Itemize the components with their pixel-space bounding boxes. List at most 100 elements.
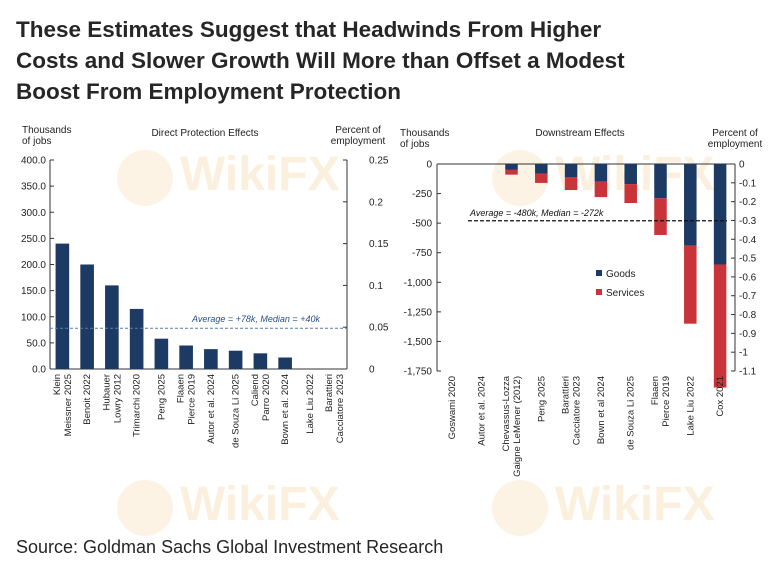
left-tick-label: -250 xyxy=(412,189,432,200)
right-tick-label: -0.4 xyxy=(739,235,757,246)
right-tick-label: -0.2 xyxy=(739,197,757,208)
left-axis-label: of jobs xyxy=(22,136,51,147)
left-tick-label: -1,500 xyxy=(404,337,433,348)
category-label: Lake Liu 2022 xyxy=(305,374,316,434)
right-tick-label: -0.3 xyxy=(739,216,757,227)
right-tick-label: -0.5 xyxy=(739,254,757,265)
watermark-wikifx: WikiFX xyxy=(180,148,340,201)
category-label: Klein xyxy=(52,374,63,395)
right-tick-label: 0.25 xyxy=(369,156,389,167)
right-axis-label: Percent of xyxy=(335,125,381,136)
category-label: Pierce 2019 xyxy=(661,376,672,427)
category-label: Bown et al 2024 xyxy=(596,376,607,444)
bar-goods xyxy=(594,164,608,182)
bar xyxy=(204,349,218,369)
category-label: de Souza Li 2025 xyxy=(626,376,637,450)
category-label: Flaaen xyxy=(650,376,661,405)
left-tick-label: 100.0 xyxy=(21,312,46,323)
title-line-2: Costs and Slower Growth Will More than O… xyxy=(16,48,625,73)
right-tick-label: 0 xyxy=(369,365,375,376)
right-axis-label: Percent of xyxy=(712,128,758,139)
category-label: Trimarchi 2020 xyxy=(132,374,143,437)
category-label: Peng 2025 xyxy=(536,376,547,422)
left-tick-label: -1,000 xyxy=(404,278,433,289)
right-tick-label: 0.15 xyxy=(369,239,389,250)
bar-services xyxy=(684,245,697,324)
bar-services xyxy=(713,264,727,388)
right-chart-title: Downstream Effects xyxy=(535,128,624,139)
category-label: Hubauer xyxy=(101,374,112,410)
chart-figure-title: These Estimates Suggest that Headwinds F… xyxy=(16,14,766,107)
watermark-logo-circle xyxy=(117,150,173,206)
right-tick-label: -1.1 xyxy=(739,367,757,378)
right-tick-label: -0.9 xyxy=(739,329,757,340)
average-label: Average = +78k, Median = +40k xyxy=(191,314,320,324)
left-tick-label: 400.0 xyxy=(21,156,46,167)
left-tick-label: 300.0 xyxy=(21,208,46,219)
bar-services xyxy=(564,177,578,191)
legend-swatch-goods xyxy=(596,270,602,276)
category-label: Bown et al. 2024 xyxy=(280,374,291,445)
left-tick-label: -1,250 xyxy=(404,307,433,318)
left-axis-label: Thousands xyxy=(400,128,449,139)
bar xyxy=(55,243,70,369)
category-label: Goswami 2020 xyxy=(447,376,458,439)
category-label: Cox 2021 xyxy=(715,376,726,417)
left-chart-direct-protection: 400.0 350.0 300.0 250.0 200.0 150.0 100.0 50.0 0… xyxy=(21,125,389,448)
right-axis-label: employment xyxy=(708,139,763,150)
category-label: de Souza Li 2025 xyxy=(231,374,242,448)
watermark-logo-circle xyxy=(492,480,548,536)
right-tick-label: 0.1 xyxy=(369,281,383,292)
legend-label-services: Services xyxy=(606,288,644,299)
category-label: Lowry 2012 xyxy=(112,374,123,423)
left-tick-label: 150.0 xyxy=(21,286,46,297)
bar-services xyxy=(535,173,548,183)
average-label: Average = -480k, Median = -272k xyxy=(469,208,604,218)
bar xyxy=(253,353,268,369)
left-tick-label: 200.0 xyxy=(21,260,46,271)
right-tick-label: -0.6 xyxy=(739,272,757,283)
category-label: Meissner 2025 xyxy=(63,374,74,436)
bar xyxy=(278,357,292,369)
left-tick-label: -1,750 xyxy=(404,367,433,378)
category-label: Barattieri xyxy=(561,376,572,414)
left-tick-label: 250.0 xyxy=(21,234,46,245)
left-tick-label: -500 xyxy=(412,219,432,230)
bar xyxy=(105,285,119,369)
bar xyxy=(129,308,144,369)
right-tick-label: -0.1 xyxy=(739,178,757,189)
category-label: Cacciatore 2023 xyxy=(335,374,346,443)
category-label: Peng 2025 xyxy=(156,374,167,420)
bar xyxy=(228,350,243,369)
watermark-logo-circle xyxy=(117,480,173,536)
bar-goods xyxy=(535,164,548,174)
bar xyxy=(154,338,169,369)
bar-services xyxy=(594,181,608,198)
title-line-3: Boost From Employment Protection xyxy=(16,79,402,104)
category-label: Barattieri xyxy=(324,374,335,412)
watermark-wikifx: WikiFX xyxy=(555,478,715,531)
left-chart-title: Direct Protection Effects xyxy=(151,128,258,139)
right-axis-label: employment xyxy=(331,136,386,147)
bar-goods xyxy=(564,164,578,178)
left-tick-label: 0.0 xyxy=(32,365,46,376)
category-label: Autor et al. 2024 xyxy=(206,374,217,444)
right-tick-label: -0.7 xyxy=(739,291,757,302)
bar-goods xyxy=(684,164,697,246)
right-tick-label: -0.8 xyxy=(739,310,757,321)
right-tick-label: 0.2 xyxy=(369,197,383,208)
right-tick-label: 0.05 xyxy=(369,323,389,334)
bar-services xyxy=(654,198,667,235)
category-label: Flaaen xyxy=(176,374,187,403)
category-label: Gaigne LeMener (2012) xyxy=(512,376,523,477)
bar-services xyxy=(505,169,518,175)
left-tick-label: 50.0 xyxy=(27,338,47,349)
watermark-wikifx: WikiFX xyxy=(180,478,340,531)
bar xyxy=(179,345,193,369)
category-label: Benoit 2022 xyxy=(82,374,93,425)
legend-swatch-services xyxy=(596,289,602,295)
bar-goods xyxy=(624,164,637,185)
bar-goods xyxy=(713,164,727,265)
left-axis-label: Thousands xyxy=(22,125,71,136)
